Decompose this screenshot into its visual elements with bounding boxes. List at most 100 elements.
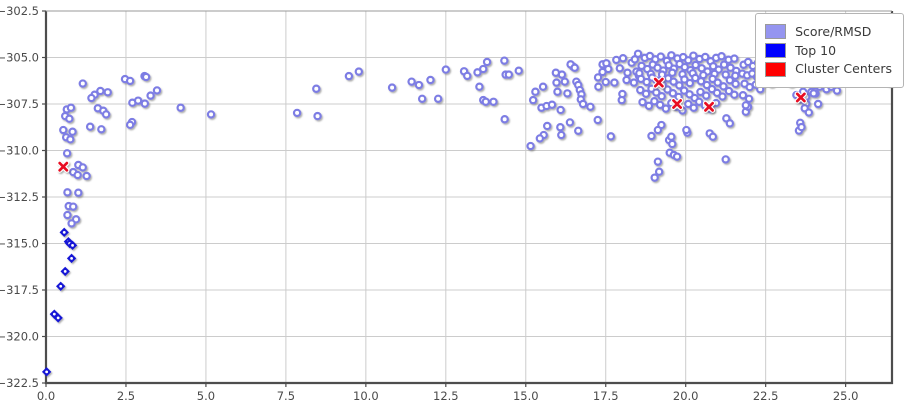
score-point (125, 120, 135, 130)
score-point (556, 123, 565, 132)
score-point (387, 83, 397, 92)
score-point (594, 82, 603, 91)
score-point (685, 78, 695, 88)
score-point (719, 82, 728, 91)
score-point (141, 72, 151, 82)
score-point (570, 63, 579, 72)
score-point (593, 73, 603, 82)
score-point (479, 64, 488, 74)
score-point (63, 210, 72, 220)
score-point (66, 103, 76, 112)
score-point (481, 97, 490, 106)
cluster-center-point (704, 101, 714, 112)
score-point (647, 131, 656, 141)
cluster-center-point (672, 99, 683, 109)
score-point (87, 93, 96, 103)
score-point (696, 87, 705, 97)
score-point (206, 110, 216, 119)
score-point (696, 77, 706, 86)
score-point (668, 139, 677, 149)
score-point (489, 97, 498, 106)
score-point (654, 167, 664, 176)
score-point (691, 73, 700, 83)
score-point (146, 91, 155, 100)
legend-label-top10: Top 10 (795, 42, 837, 58)
legend-label-cluster-centers: Cluster Centers (795, 61, 892, 77)
score-rmsd-points (59, 49, 894, 228)
y-tick-label: −312.5 (0, 190, 39, 204)
x-tick-label: 22.5 (753, 389, 779, 403)
score-point (610, 78, 619, 87)
top10-point-center (70, 256, 73, 260)
top10-point-center (59, 284, 63, 288)
score-point (504, 70, 514, 79)
x-tick-label: 20.0 (673, 389, 699, 403)
score-point (682, 125, 691, 135)
score-point (563, 89, 572, 98)
score-point (702, 80, 712, 90)
score-point (636, 85, 645, 95)
score-point (601, 77, 610, 87)
score-point (78, 79, 87, 88)
y-tick-label: −317.5 (0, 283, 39, 297)
x-tick-label: 17.5 (593, 389, 619, 403)
score-point (78, 163, 87, 172)
score-point (560, 77, 569, 86)
score-point (433, 94, 443, 103)
score-point (730, 54, 739, 63)
score-point (618, 89, 627, 99)
score-point (650, 173, 659, 182)
top10-point-center (52, 312, 56, 316)
tick-labels: 0.0 2.5 5.0 7.5 10.0 12.5 15.0 17.5 20.0 22.5 25.0… (0, 4, 858, 403)
score-point (417, 94, 427, 103)
score-point (679, 86, 689, 95)
score-point (97, 125, 106, 134)
score-point (67, 219, 76, 228)
score-point (653, 125, 663, 135)
score-point (642, 77, 651, 87)
score-point (62, 149, 72, 158)
top10-point-center (62, 230, 66, 234)
score-point (744, 94, 754, 103)
score-point (125, 76, 135, 86)
score-point (741, 101, 751, 110)
score-point (730, 90, 739, 99)
score-point (684, 56, 693, 65)
score-point (526, 141, 535, 151)
legend: Score/RMSD Top 10 Cluster Centers (755, 13, 904, 88)
top10-swatch-icon (765, 42, 787, 58)
cluster-center-point (653, 77, 664, 88)
score-point (675, 81, 684, 90)
x-tick-label: 0.0 (37, 389, 55, 403)
y-tick-label: −302.5 (0, 4, 39, 18)
score-point (725, 119, 735, 128)
score-point (514, 66, 523, 75)
score-point (689, 103, 698, 112)
score-point (473, 68, 482, 77)
score-point (641, 89, 651, 98)
score-point (553, 87, 562, 96)
score-point (629, 78, 639, 87)
top-10-points (41, 227, 78, 377)
score-point (482, 57, 492, 67)
score-point (622, 75, 631, 85)
score-point (809, 89, 818, 98)
score-point (578, 99, 588, 109)
score-point (557, 130, 566, 140)
score-point (344, 71, 354, 81)
score-point (657, 91, 666, 101)
x-tick-label: 15.0 (513, 389, 539, 403)
score-point (313, 111, 322, 121)
score-point (66, 135, 75, 144)
score-point (638, 97, 647, 107)
score-point (623, 68, 632, 77)
score-point (101, 110, 111, 119)
score-point (644, 101, 654, 111)
score-point (717, 51, 726, 61)
score-point (65, 114, 74, 123)
score-point (718, 92, 727, 101)
score-point (475, 82, 484, 91)
score-point (152, 86, 162, 95)
score-point (668, 89, 678, 98)
